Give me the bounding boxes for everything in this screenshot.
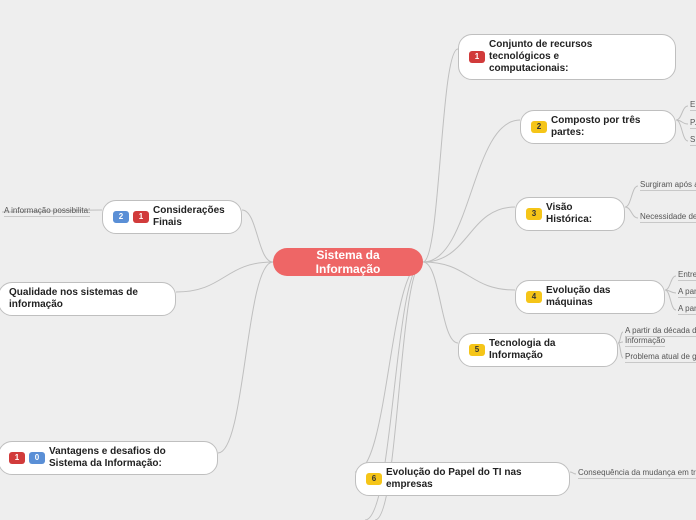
branch-node[interactable]: 6 Evolução do Papel do TI nas empresas xyxy=(355,462,570,496)
branch-label: Evolução do Papel do TI nas empresas xyxy=(386,467,559,491)
leaf-label: Problema atual de gestã... xyxy=(625,352,696,361)
number-badge: 6 xyxy=(366,473,382,485)
leaf-label: Surgiram após a Se... xyxy=(640,180,696,189)
branch-label: Evolução das máquinas xyxy=(546,285,654,309)
branch-node[interactable]: 3 Visão Histórica: xyxy=(515,197,625,231)
branch-label: Visão Histórica: xyxy=(546,202,614,226)
leaf-label: A informação possibilita: xyxy=(4,206,90,215)
number-badge: 5 xyxy=(469,344,485,356)
leaf-label: A partir... xyxy=(678,304,696,313)
leaf-label: S... xyxy=(690,135,696,144)
leaf-label: A partir da década de 80... xyxy=(625,326,696,335)
branch-label: Qualidade nos sistemas de informação xyxy=(9,287,165,311)
leaf-label: Necessidade de má... xyxy=(640,212,696,221)
branch-node[interactable]: 5 Tecnologia da Informação xyxy=(458,333,618,367)
branch-label: Vantagens e desafios do Sistema da Infor… xyxy=(49,446,199,470)
leaf-label: P... xyxy=(690,118,696,127)
leaf-label: E... xyxy=(690,100,696,109)
branch-node[interactable]: Qualidade nos sistemas de informação xyxy=(0,282,176,316)
number-badge: 2 xyxy=(113,211,129,223)
branch-label: Considerações Finais xyxy=(153,205,231,229)
leaf-label: Consequência da mudança em três fatores: xyxy=(578,468,696,477)
branch-label: Composto por três partes: xyxy=(551,115,665,139)
number-badge: 3 xyxy=(526,208,542,220)
leaf-label: A partir... xyxy=(678,287,696,296)
leaf-label: Entre o... xyxy=(678,270,696,279)
number-badge: 0 xyxy=(29,452,45,464)
branch-label: Conjunto de recursos tecnológicos e comp… xyxy=(489,39,639,75)
branch-node[interactable]: 4 Evolução das máquinas xyxy=(515,280,665,314)
center-label: Sistema da Informação xyxy=(283,248,413,277)
number-badge: 1 xyxy=(133,211,149,223)
branch-node[interactable]: 2 Composto por três partes: xyxy=(520,110,676,144)
branch-node[interactable]: 1 Conjunto de recursos tecnológicos e com… xyxy=(458,34,676,80)
number-badge: 1 xyxy=(469,51,485,63)
number-badge: 4 xyxy=(526,291,542,303)
leaf-label: Informação xyxy=(625,336,665,345)
branch-node[interactable]: 21 Considerações Finais xyxy=(102,200,242,234)
number-badge: 2 xyxy=(531,121,547,133)
mindmap-canvas: { "canvas": { "width": 696, "height": 52… xyxy=(0,0,696,520)
center-node[interactable]: Sistema da Informação xyxy=(273,248,423,276)
number-badge: 1 xyxy=(9,452,25,464)
branch-node[interactable]: 10 Vantagens e desafios do Sistema da Inf… xyxy=(0,441,218,475)
branch-label: Tecnologia da Informação xyxy=(489,338,607,362)
